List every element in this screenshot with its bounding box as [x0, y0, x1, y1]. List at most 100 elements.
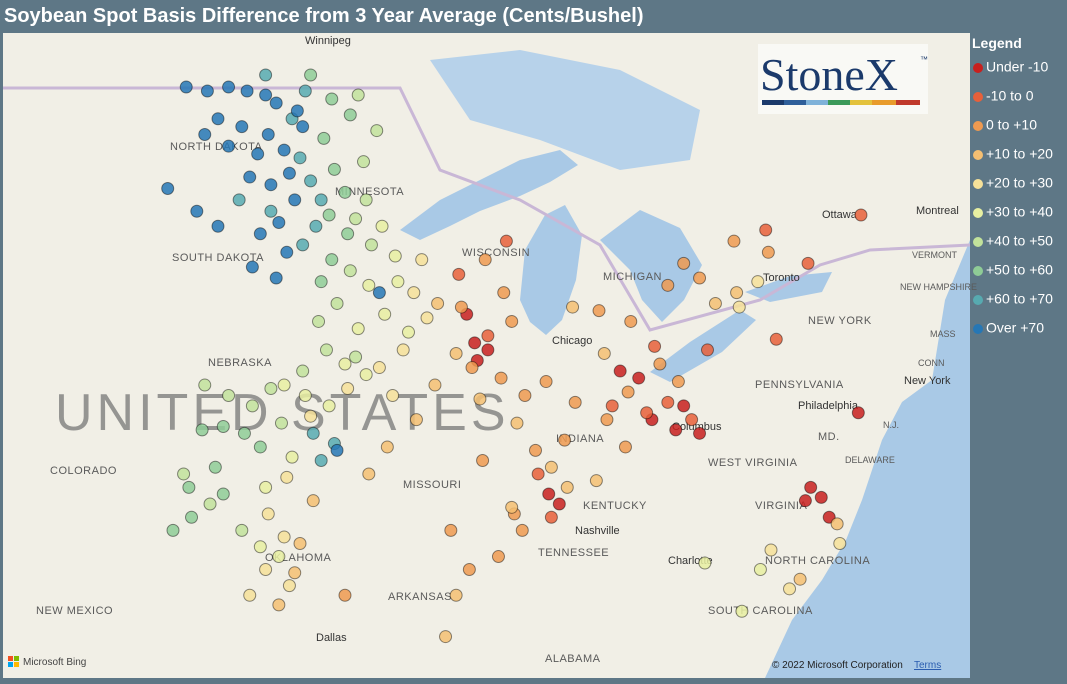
point — [216, 487, 230, 501]
point — [317, 131, 331, 145]
point — [325, 253, 339, 267]
legend-label: +30 to +40 — [986, 204, 1053, 220]
point — [327, 162, 341, 176]
point — [304, 68, 318, 82]
point — [277, 378, 291, 392]
point — [314, 193, 328, 207]
point — [386, 388, 400, 402]
point — [261, 127, 275, 141]
map-label: NEBRASKA — [208, 357, 272, 369]
point — [661, 395, 675, 409]
point — [351, 322, 365, 336]
point — [222, 388, 236, 402]
point — [216, 419, 230, 433]
point — [338, 588, 352, 602]
point — [282, 166, 296, 180]
point — [343, 108, 357, 122]
point — [208, 460, 222, 474]
point — [306, 426, 320, 440]
point — [481, 329, 495, 343]
point — [558, 433, 572, 447]
point — [243, 170, 257, 184]
point — [185, 510, 199, 524]
point — [431, 296, 445, 310]
point — [370, 124, 384, 138]
point — [491, 550, 505, 564]
point — [698, 556, 712, 570]
point — [518, 388, 532, 402]
point — [349, 212, 363, 226]
point — [822, 510, 836, 524]
point — [708, 296, 722, 310]
point — [544, 510, 558, 524]
map-label: COLORADO — [50, 465, 117, 477]
point — [481, 343, 495, 357]
point — [222, 80, 236, 94]
point — [391, 275, 405, 289]
point — [685, 413, 699, 427]
logo-mark: ™ — [920, 55, 928, 64]
point — [589, 474, 603, 488]
point — [499, 234, 513, 248]
map-label: WEST VIRGINIA — [708, 457, 798, 469]
map-label: New York — [904, 375, 951, 387]
point — [182, 480, 196, 494]
point — [269, 271, 283, 285]
point — [253, 227, 267, 241]
point — [677, 399, 691, 413]
legend-swatch — [973, 237, 983, 247]
point — [343, 264, 357, 278]
map-label: Chicago — [552, 335, 592, 347]
point — [618, 440, 632, 454]
point — [272, 550, 286, 564]
legend-swatch — [973, 121, 983, 131]
map-label: Columbus — [672, 421, 722, 433]
point — [237, 426, 251, 440]
point — [552, 497, 566, 511]
map-label: NORTH DAKOTA — [170, 141, 263, 153]
point — [179, 80, 193, 94]
point — [798, 494, 812, 508]
point — [854, 208, 868, 222]
legend-swatch — [973, 92, 983, 102]
point — [761, 245, 775, 259]
point — [362, 467, 376, 481]
point — [259, 68, 273, 82]
point — [359, 368, 373, 382]
point — [732, 300, 746, 314]
map-label: NEW MEXICO — [36, 605, 113, 617]
point — [198, 127, 212, 141]
point — [298, 388, 312, 402]
legend-swatch — [973, 324, 983, 334]
point — [298, 84, 312, 98]
map-label: Philadelphia — [798, 400, 859, 412]
copyright: © 2022 Microsoft Corporation — [772, 660, 903, 671]
point — [531, 467, 545, 481]
point — [282, 579, 296, 593]
point — [769, 332, 783, 346]
point — [804, 480, 818, 494]
point — [793, 572, 807, 586]
point — [211, 112, 225, 126]
point — [693, 271, 707, 285]
point — [640, 406, 654, 420]
point — [465, 361, 479, 375]
points — [161, 68, 868, 644]
point — [330, 443, 344, 457]
point — [288, 566, 302, 580]
legend-label: -10 to 0 — [986, 88, 1034, 104]
terms[interactable]: Terms — [914, 660, 941, 671]
map-label: MD. — [818, 431, 840, 443]
point — [653, 357, 667, 371]
point — [661, 278, 675, 292]
point — [357, 155, 371, 169]
point — [359, 193, 373, 207]
point — [605, 399, 619, 413]
map-label: Winnipeg — [305, 35, 351, 47]
point — [296, 238, 310, 252]
point — [285, 450, 299, 464]
point — [351, 88, 365, 102]
map-label: Nashville — [575, 525, 620, 537]
point — [253, 540, 267, 554]
